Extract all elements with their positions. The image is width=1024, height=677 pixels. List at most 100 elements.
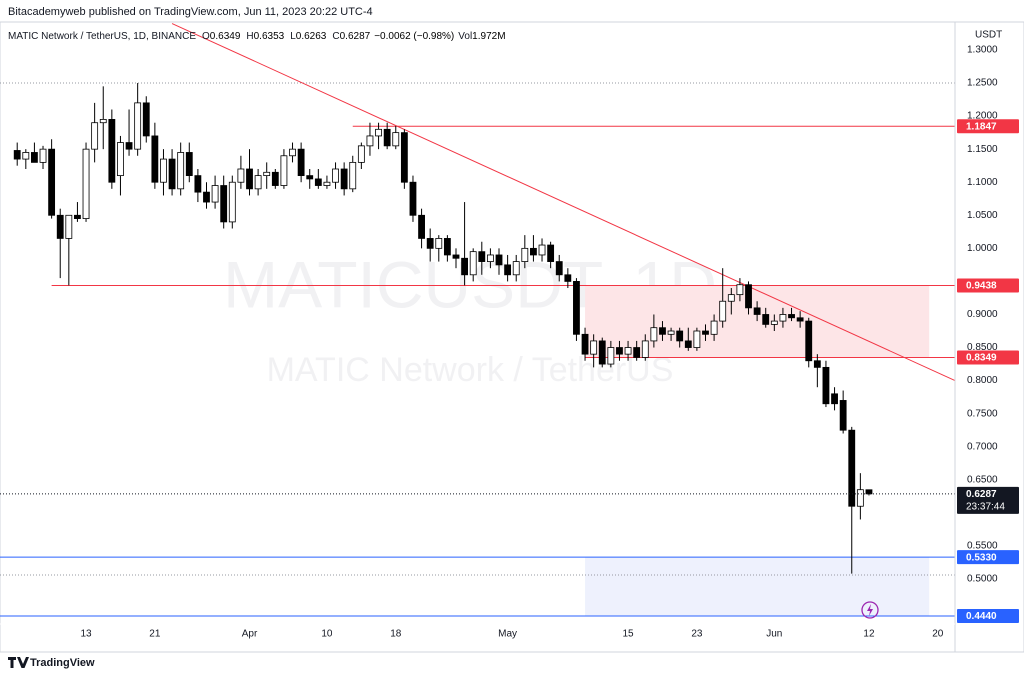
candle-body bbox=[727, 294, 735, 302]
candle-body bbox=[813, 360, 821, 368]
candle-body bbox=[848, 429, 856, 507]
x-tick-label: Apr bbox=[242, 629, 258, 640]
candle-body bbox=[607, 347, 615, 365]
y-tick-label: 1.1500 bbox=[967, 144, 998, 155]
candle-body bbox=[332, 168, 339, 183]
footer-logo bbox=[8, 657, 29, 668]
y-tick-label: 1.3000 bbox=[967, 45, 998, 56]
candle-body bbox=[91, 122, 99, 150]
candle-body bbox=[409, 181, 417, 216]
candle-body bbox=[650, 327, 658, 342]
legend-key: H bbox=[246, 31, 253, 42]
legend: MATIC Network / TetherUS, 1D, BINANCE O0.… bbox=[8, 31, 506, 42]
candle-body bbox=[779, 314, 787, 322]
candle-body bbox=[512, 261, 520, 276]
legend-value: 0.6287 bbox=[340, 31, 371, 42]
symbol-title: MATIC Network / TetherUS, 1D, BINANCE bbox=[8, 31, 196, 42]
candle-body bbox=[117, 142, 124, 177]
candle-body bbox=[22, 152, 30, 160]
legend-change: −0.0062 (−0.98%) bbox=[374, 31, 454, 42]
candle-body bbox=[349, 161, 357, 190]
candle-body bbox=[254, 175, 262, 190]
x-tick-label: Jun bbox=[766, 629, 782, 640]
candle-body bbox=[82, 148, 90, 219]
candle-body bbox=[194, 175, 202, 193]
event-icon[interactable] bbox=[861, 601, 879, 619]
candle-body bbox=[357, 145, 365, 163]
candle-body bbox=[366, 135, 374, 147]
candle-body bbox=[74, 214, 81, 219]
legend-key: C bbox=[332, 31, 339, 42]
candle-body bbox=[745, 284, 752, 309]
candle-body bbox=[805, 320, 813, 362]
candle-body bbox=[203, 191, 210, 203]
candle-body bbox=[788, 314, 795, 319]
candle-body bbox=[573, 281, 580, 335]
y-tick-label: 0.5500 bbox=[967, 541, 998, 552]
candle-body bbox=[246, 168, 253, 190]
candle-body bbox=[400, 132, 408, 183]
candle-body bbox=[469, 251, 477, 276]
y-tick-label: 0.8000 bbox=[967, 375, 998, 386]
y-tick-label: 0.7500 bbox=[967, 408, 998, 419]
candle-body bbox=[228, 181, 236, 223]
candle-body bbox=[452, 254, 460, 259]
legend-value: 0.6353 bbox=[254, 31, 285, 42]
candle-body bbox=[263, 171, 271, 177]
candle-body bbox=[624, 347, 632, 355]
last-price-box bbox=[957, 486, 1019, 514]
candle-body bbox=[865, 489, 873, 495]
x-tick-label: 20 bbox=[932, 629, 944, 640]
candle-body bbox=[564, 274, 572, 282]
candle-body bbox=[478, 251, 486, 262]
candle-body bbox=[160, 158, 167, 183]
candle-body bbox=[856, 489, 864, 507]
legend-key: O bbox=[202, 31, 210, 42]
candle-body bbox=[547, 244, 555, 262]
header: Bitacademyweb published on TradingView.c… bbox=[8, 6, 373, 18]
level-label: 0.9438 bbox=[966, 281, 997, 292]
price-unit: USDT bbox=[975, 30, 1002, 41]
candle-body bbox=[693, 330, 701, 348]
y-tick-label: 0.5000 bbox=[967, 574, 998, 585]
candle-body bbox=[538, 244, 546, 256]
y-tick-label: 0.8500 bbox=[967, 342, 998, 353]
candle-body bbox=[280, 155, 288, 186]
candle-body bbox=[237, 168, 245, 183]
legend-value: 0.6349 bbox=[210, 31, 241, 42]
candle-body bbox=[306, 175, 314, 180]
candle-body bbox=[134, 102, 142, 150]
x-tick-label: 23 bbox=[691, 629, 703, 640]
x-tick-label: 12 bbox=[863, 629, 875, 640]
candle-body bbox=[31, 152, 38, 163]
x-tick-label: 18 bbox=[390, 629, 402, 640]
candle-body bbox=[392, 132, 400, 147]
x-tick-label: 13 bbox=[80, 629, 92, 640]
candle-body bbox=[590, 340, 598, 355]
candle-body bbox=[684, 340, 692, 348]
candle-body bbox=[289, 148, 296, 157]
candle-body bbox=[211, 185, 219, 203]
countdown: 23:37:44 bbox=[966, 502, 1005, 513]
candle-body bbox=[340, 168, 348, 190]
candle-body bbox=[168, 158, 176, 190]
candle-body bbox=[39, 148, 47, 163]
candle-body bbox=[435, 238, 443, 249]
candle-body bbox=[443, 238, 451, 256]
candle-body bbox=[375, 128, 382, 137]
level-label: 1.1847 bbox=[966, 121, 997, 132]
candle-body bbox=[796, 317, 804, 322]
trendline bbox=[171, 23, 956, 382]
candle-body bbox=[667, 330, 675, 335]
plot bbox=[0, 23, 956, 617]
candle-body bbox=[641, 340, 649, 358]
y-tick-label: 0.9000 bbox=[967, 309, 998, 320]
candle-body bbox=[839, 400, 847, 431]
candle-body bbox=[633, 347, 641, 358]
symbol-legend: MATIC Network / TetherUS, 1D, BINANCE O0.… bbox=[8, 31, 506, 42]
candle-body bbox=[314, 178, 322, 186]
y-tick-label: 0.6500 bbox=[967, 474, 998, 485]
candle-body bbox=[495, 254, 503, 266]
candle-body bbox=[710, 320, 718, 335]
